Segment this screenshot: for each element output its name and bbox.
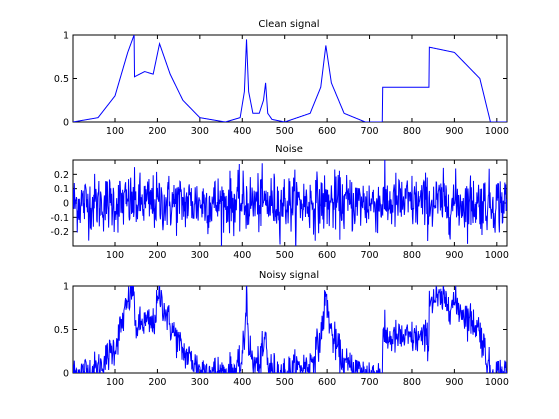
y-tick-label: 0.5 — [54, 74, 69, 85]
x-tick-label: 900 — [445, 126, 463, 137]
x-tick-label: 600 — [318, 377, 336, 388]
x-tick-label: 100 — [106, 126, 124, 137]
x-tick-label: 200 — [148, 126, 166, 137]
y-tick-label: -0.1 — [50, 213, 69, 224]
x-tick-label: 300 — [191, 377, 209, 388]
x-tick-label: 100 — [106, 377, 124, 388]
x-tick-label: 1000 — [485, 377, 509, 388]
x-tick-label: 700 — [360, 250, 378, 261]
series-line-clean — [73, 35, 507, 122]
ticks-noise: 100 200 300 400 500 600 700 800 900 1000 -0.2 -0.1 0… — [50, 160, 509, 261]
axes-clean-frame — [72, 34, 508, 123]
x-tick-label: 1000 — [485, 126, 509, 137]
title-clean: Clean signal — [258, 19, 319, 30]
x-tick-label: 700 — [360, 126, 378, 137]
title-noisy: Noisy signal — [259, 270, 319, 281]
x-tick-label: 200 — [148, 377, 166, 388]
title-noise: Noise — [275, 144, 303, 155]
x-tick-label: 400 — [233, 250, 251, 261]
y-tick-label: 0.5 — [54, 325, 69, 336]
x-tick-label: 500 — [276, 250, 294, 261]
series-line-noise — [73, 160, 507, 246]
y-tick-label: 0.1 — [54, 184, 69, 195]
x-tick-label: 800 — [403, 250, 421, 261]
x-tick-label: 600 — [318, 126, 336, 137]
ticks-clean: 100 200 300 400 500 600 700 800 900 1000 0 0.5 1 — [54, 31, 509, 138]
x-tick-label: 500 — [276, 126, 294, 137]
x-tick-label: 700 — [360, 377, 378, 388]
subplot-noisy: Noisy signal 100 200 300 400 500 600 700 800 900… — [54, 270, 509, 389]
x-tick-label: 300 — [191, 250, 209, 261]
x-tick-label: 600 — [318, 250, 336, 261]
y-tick-label: -0.2 — [50, 227, 69, 238]
x-tick-label: 900 — [445, 377, 463, 388]
x-tick-label: 900 — [445, 250, 463, 261]
x-tick-label: 400 — [233, 126, 251, 137]
y-tick-label: 1 — [63, 31, 69, 42]
x-tick-label: 500 — [276, 377, 294, 388]
y-tick-label: 0 — [63, 118, 69, 129]
x-tick-label: 400 — [233, 377, 251, 388]
x-tick-label: 200 — [148, 250, 166, 261]
y-tick-label: 0 — [63, 199, 69, 210]
y-tick-label: 0.2 — [54, 170, 69, 181]
x-tick-label: 1000 — [485, 250, 509, 261]
x-tick-label: 800 — [403, 126, 421, 137]
y-tick-label: 0 — [63, 369, 69, 380]
x-tick-label: 800 — [403, 377, 421, 388]
x-tick-label: 100 — [106, 250, 124, 261]
y-tick-label: 1 — [63, 282, 69, 293]
x-tick-label: 300 — [191, 126, 209, 137]
ticks-noisy: 100 200 300 400 500 600 700 800 900 1000 0 0.5 1 — [54, 282, 509, 389]
subplot-noise: Noise 100 200 300 400 500 600 700 800 900 1000 -0.… — [50, 144, 508, 261]
series-line-noisy — [73, 286, 507, 373]
subplot-clean: Clean signal 100 200 300 400 500 600 700 800 900… — [54, 19, 509, 137]
